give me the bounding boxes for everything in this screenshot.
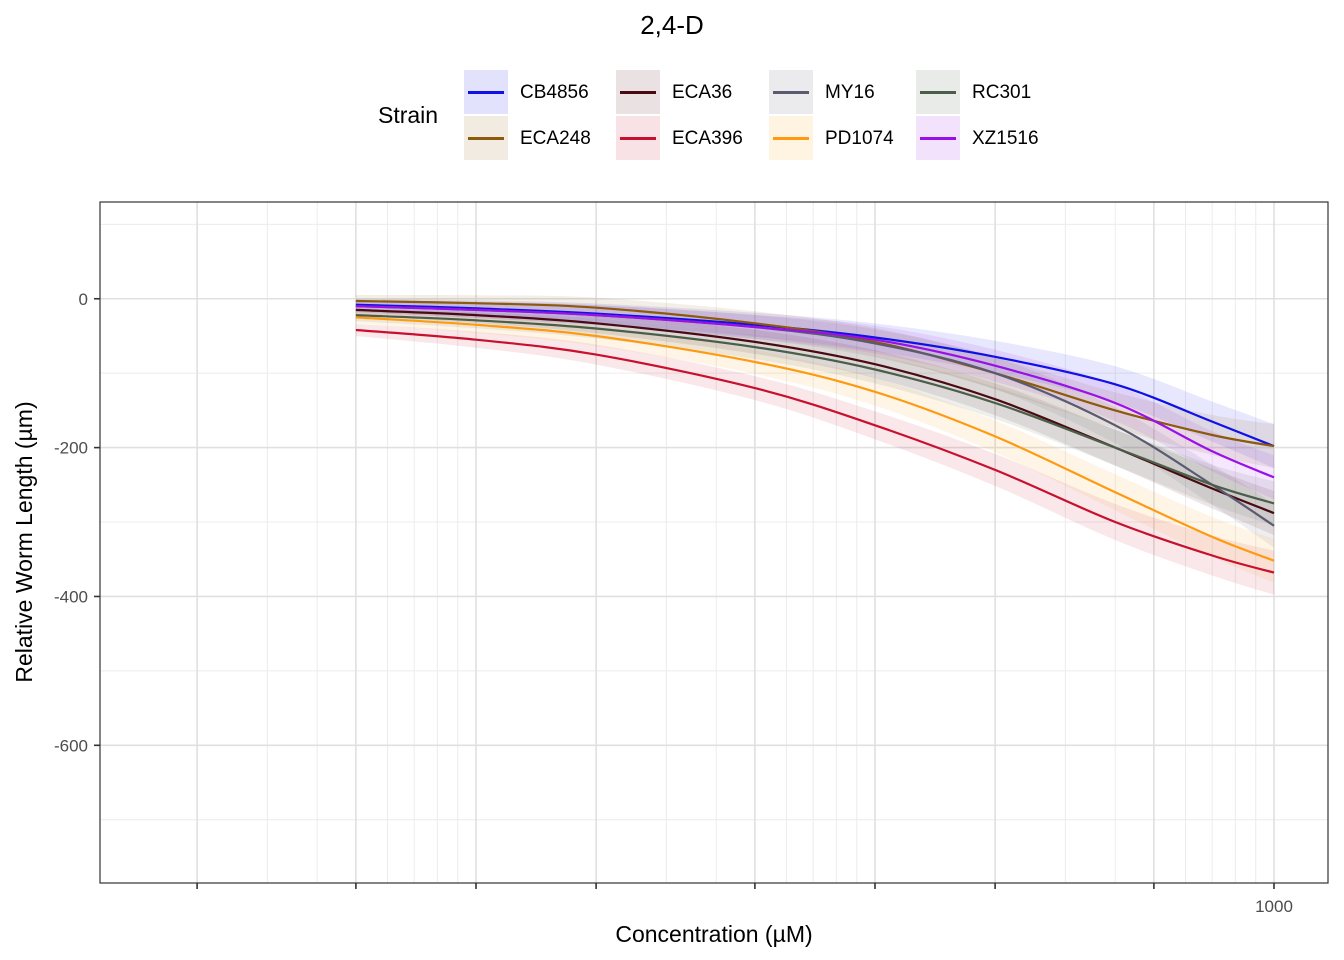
ribbon-PD1074: [355, 311, 1274, 583]
series-line-ECA396: [355, 328, 1275, 574]
series-line-ECA36: [355, 308, 1275, 515]
grid-minor: [100, 202, 1328, 883]
legend-label: RC301: [972, 82, 1032, 103]
series-line-CB4856: [355, 303, 1275, 448]
legend-key: [464, 70, 508, 114]
legend-key-line: [773, 91, 809, 94]
series-lines: [355, 299, 1275, 574]
legend-key-line: [468, 91, 504, 94]
legend-label: PD1074: [825, 128, 894, 149]
y-axis-label: Relative Worm Length (µm): [11, 401, 37, 682]
legend-label: XZ1516: [972, 128, 1039, 149]
legend-label: ECA396: [672, 128, 743, 149]
series-line-RC301: [355, 314, 1275, 505]
legend-key: [916, 70, 960, 114]
legend-key-line: [468, 137, 504, 140]
legend-label: ECA248: [520, 128, 591, 149]
legend-key: [916, 116, 960, 160]
y-axis: 0 -200 -400 -600: [54, 290, 100, 755]
x-tick-label: 1000: [1255, 897, 1293, 916]
legend-key: [769, 116, 813, 160]
chart-title: 2,4-D: [640, 10, 704, 40]
legend-key-line: [773, 137, 809, 140]
legend-label: ECA36: [672, 82, 733, 103]
legend-key: [769, 70, 813, 114]
legend-key-line: [620, 91, 656, 94]
legend-key: [616, 116, 660, 160]
ribbons: [355, 294, 1274, 595]
y-tick-label: 0: [79, 290, 88, 309]
legend-label: MY16: [825, 82, 875, 103]
series-line-PD1074: [355, 316, 1275, 562]
legend-label: CB4856: [520, 82, 589, 103]
x-axis-label: Concentration (µM): [615, 921, 812, 947]
legend-key: [464, 116, 508, 160]
x-axis: 1000: [196, 883, 1293, 916]
series-line-XZ1516: [355, 305, 1275, 479]
legend-title: Strain: [378, 102, 439, 128]
legend-key-line: [620, 137, 656, 140]
y-tick-label: -200: [54, 439, 88, 458]
legend-key: [616, 70, 660, 114]
plot-panel-border: [99, 201, 1329, 884]
legend: Strain CB4856 ECA248 ECA36 ECA396 MY16 PD1074…: [378, 70, 1078, 162]
ribbon-ECA36: [355, 303, 1274, 536]
y-tick-label: -400: [54, 587, 88, 606]
legend-key-line: [920, 137, 956, 140]
ribbon-XZ1516: [355, 300, 1274, 500]
legend-key-line: [920, 91, 956, 94]
ribbon-MY16: [355, 300, 1274, 548]
y-tick-label: -600: [54, 736, 88, 755]
